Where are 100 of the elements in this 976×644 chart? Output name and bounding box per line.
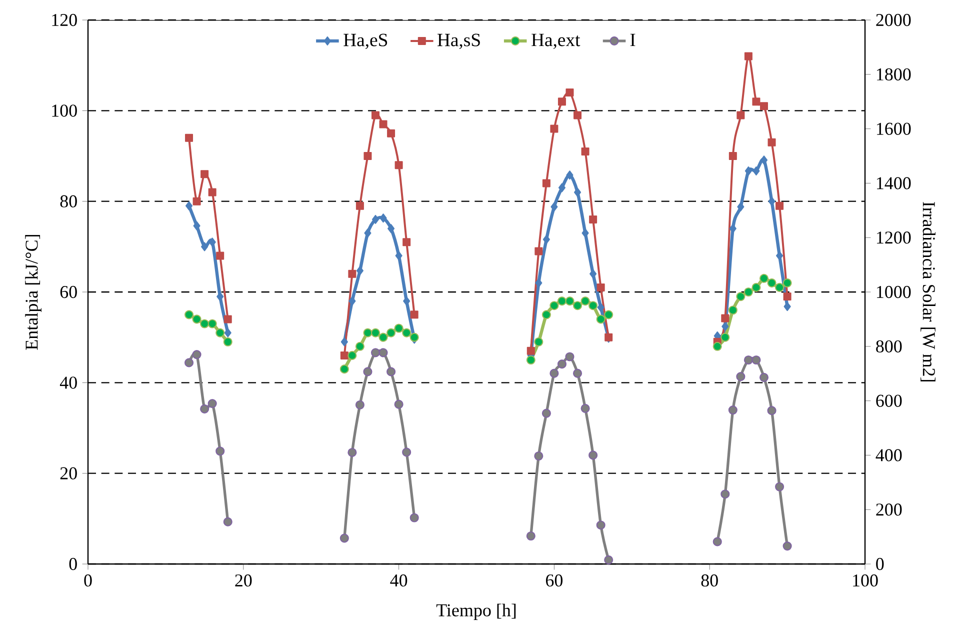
point — [744, 52, 752, 60]
point — [379, 120, 388, 128]
point — [574, 111, 582, 120]
point — [192, 314, 202, 324]
point — [216, 292, 224, 302]
point — [737, 202, 744, 212]
y2-tick-label: 1200 — [876, 232, 911, 244]
y-tick-label: 60 — [60, 286, 77, 298]
point — [192, 350, 202, 360]
point — [768, 196, 776, 206]
point — [370, 328, 380, 338]
point — [728, 306, 738, 315]
point — [744, 166, 752, 176]
point — [216, 446, 225, 456]
point — [604, 310, 614, 320]
point — [387, 129, 396, 138]
point — [574, 188, 582, 197]
point — [588, 450, 598, 460]
legend-label: I — [630, 34, 636, 46]
point — [752, 282, 761, 292]
y2-tick-label: 2000 — [876, 14, 911, 26]
point — [721, 314, 730, 322]
point — [340, 337, 348, 346]
point — [394, 324, 404, 333]
y2-tick-label: 800 — [876, 340, 902, 352]
point — [402, 448, 412, 457]
point — [526, 355, 536, 365]
point — [744, 355, 753, 365]
point — [394, 400, 404, 409]
point — [223, 517, 232, 526]
point — [558, 183, 566, 192]
point — [395, 251, 402, 260]
point — [760, 156, 768, 165]
y-axis-title: Entalpia [kJ/°C] — [25, 234, 42, 350]
point — [200, 404, 210, 414]
point — [728, 152, 737, 160]
point — [526, 346, 535, 355]
y2-tick-label: 1400 — [876, 177, 911, 190]
point — [589, 215, 598, 224]
point — [550, 301, 559, 310]
point — [387, 224, 395, 234]
legend-label: Ha,eS — [344, 34, 388, 49]
point — [774, 282, 784, 292]
point — [340, 534, 349, 543]
point — [534, 337, 544, 346]
point — [596, 283, 605, 292]
point — [200, 170, 209, 178]
point — [712, 342, 722, 351]
point — [185, 201, 193, 210]
point — [597, 302, 604, 312]
point — [364, 152, 372, 160]
point — [759, 274, 769, 283]
point — [768, 138, 776, 146]
point — [348, 270, 356, 278]
point — [558, 98, 566, 106]
y2-tick-label: 0 — [876, 558, 884, 570]
point — [542, 234, 550, 244]
point — [355, 400, 364, 410]
point — [767, 406, 776, 416]
point — [348, 350, 357, 360]
point — [386, 367, 396, 376]
point — [410, 513, 419, 522]
point — [184, 310, 194, 320]
point — [224, 315, 232, 324]
point — [378, 332, 388, 342]
point — [572, 301, 582, 310]
point — [185, 134, 194, 142]
point — [596, 314, 606, 324]
point — [720, 490, 730, 499]
point — [775, 482, 784, 492]
y-tick-label: 100 — [52, 104, 77, 117]
point — [380, 214, 387, 223]
y-tick-label: 120 — [52, 14, 77, 26]
point — [410, 310, 418, 319]
point — [208, 238, 216, 247]
point — [580, 296, 590, 306]
point — [588, 301, 598, 310]
point — [363, 328, 372, 338]
point — [782, 278, 792, 288]
point — [208, 398, 217, 408]
point — [402, 238, 411, 246]
point — [192, 197, 201, 206]
point — [566, 88, 574, 97]
y2-tick-label: 600 — [876, 394, 902, 407]
point — [581, 147, 590, 156]
point — [580, 404, 590, 413]
point — [728, 406, 738, 415]
point — [783, 292, 792, 301]
point — [542, 408, 551, 418]
point — [752, 355, 761, 365]
point — [572, 368, 582, 378]
point — [782, 542, 792, 551]
point — [582, 228, 589, 238]
point — [208, 319, 217, 328]
y2-tick-label: 200 — [876, 504, 902, 516]
point — [550, 124, 558, 133]
point — [550, 202, 558, 212]
point — [193, 221, 200, 230]
x-tick-label: 80 — [701, 574, 718, 587]
point — [776, 202, 784, 210]
